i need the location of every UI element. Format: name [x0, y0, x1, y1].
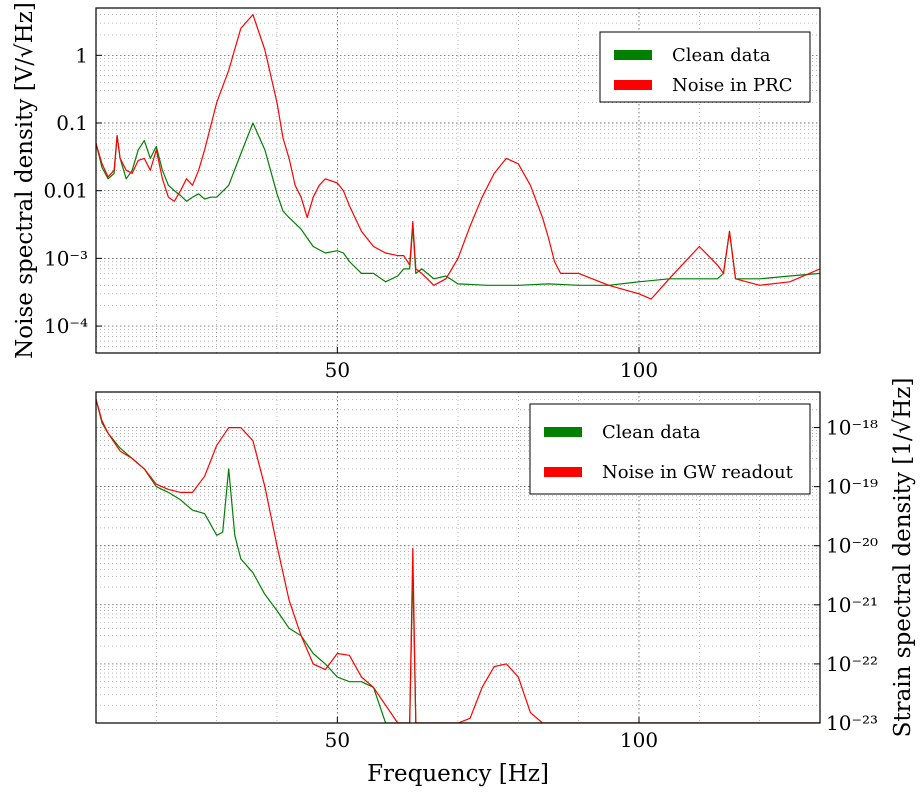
- bottom-legend-label-noise: Noise in GW readout: [602, 462, 794, 483]
- bottom-x-axis-title: Frequency [Hz]: [367, 761, 549, 787]
- top-panel: 50 100 1 0.1 0.01 10⁻³ 10⁻⁴ Noise spectral den…: [12, 2, 821, 382]
- top-plot-frame: [95, 7, 821, 354]
- top-x-tick-label: 50: [325, 358, 350, 382]
- bottom-ticks: 50 100 10⁻¹⁸ 10⁻¹⁹ 10⁻²⁰ 10⁻²¹ 10⁻²² 10⁻²³: [325, 416, 878, 752]
- top-legend: Clean data Noise in PRC: [599, 31, 811, 103]
- bottom-legend-box: [529, 403, 811, 495]
- bottom-plot-frame: [95, 391, 821, 724]
- bottom-y-tick-label: 10⁻¹⁸: [826, 416, 878, 440]
- top-y-tick-label: 10⁻³: [44, 246, 88, 270]
- top-y-tick-label: 0.01: [43, 179, 88, 203]
- bottom-x-tick-label: 100: [620, 728, 658, 752]
- top-series-noise-in-prc: [96, 14, 820, 300]
- bottom-grid: [96, 392, 820, 723]
- bottom-legend: Clean data Noise in GW readout: [529, 403, 811, 495]
- bottom-y-axis-title: Strain spectral density [1/√Hz]: [890, 378, 916, 738]
- top-legend-label-noise: Noise in PRC: [672, 75, 792, 96]
- top-y-tick-label: 1: [75, 43, 88, 67]
- top-y-tick-label: 0.1: [56, 111, 88, 135]
- top-legend-box: [599, 31, 811, 103]
- bottom-y-tick-label: 10⁻²⁰: [826, 534, 878, 558]
- bottom-y-tick-label: 10⁻¹⁹: [826, 475, 878, 499]
- top-series-clean-data: [96, 122, 820, 286]
- bottom-panel: 50 100 10⁻¹⁸ 10⁻¹⁹ 10⁻²⁰ 10⁻²¹ 10⁻²² 10⁻²³ Stra…: [95, 378, 916, 787]
- top-x-tick-label: 100: [620, 358, 658, 382]
- top-series-group: [96, 14, 820, 300]
- bottom-y-tick-label: 10⁻²²: [826, 652, 878, 676]
- bottom-x-tick-label: 50: [325, 728, 350, 752]
- bottom-y-tick-label: 10⁻²¹: [826, 593, 878, 617]
- top-legend-swatch-clean: [614, 50, 652, 60]
- bottom-series-clean-data: [96, 399, 820, 723]
- top-grid: [96, 8, 820, 353]
- bottom-series-group: [96, 399, 820, 723]
- bottom-series-noise-in-gw-readout: [96, 399, 820, 723]
- top-y-axis-title: Noise spectral density [V/√Hz]: [12, 2, 38, 359]
- top-legend-label-clean: Clean data: [672, 45, 771, 66]
- bottom-legend-label-clean: Clean data: [602, 422, 701, 443]
- bottom-legend-swatch-noise: [544, 467, 582, 477]
- top-legend-swatch-noise: [614, 80, 652, 90]
- bottom-legend-swatch-clean: [544, 427, 582, 437]
- top-ticks: 50 100 1 0.1 0.01 10⁻³ 10⁻⁴: [43, 43, 658, 382]
- top-y-tick-label: 10⁻⁴: [44, 314, 88, 338]
- bottom-y-tick-label: 10⁻²³: [826, 711, 878, 735]
